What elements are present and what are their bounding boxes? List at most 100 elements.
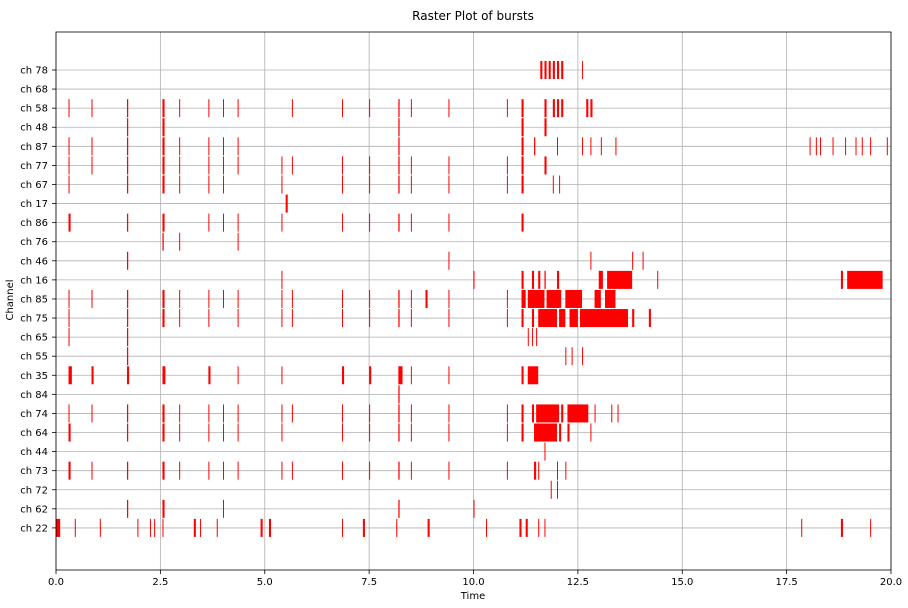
spike-event <box>281 404 283 423</box>
spike-event <box>552 99 555 118</box>
spike-event <box>341 423 343 442</box>
spike-event <box>473 499 475 518</box>
spike-event <box>341 309 343 328</box>
y-tick-label: ch 62 <box>20 504 48 515</box>
spike-event <box>557 99 560 118</box>
x-tick-label: 17.5 <box>775 577 797 588</box>
spike-event <box>208 461 210 480</box>
spike-event <box>68 309 70 328</box>
spike-event <box>179 156 181 175</box>
spike-event <box>840 518 843 537</box>
spike-event <box>56 518 61 537</box>
spike-event <box>527 328 529 347</box>
spike-events <box>56 61 888 537</box>
spike-event <box>473 270 475 289</box>
spike-event <box>527 366 539 385</box>
spike-event <box>398 137 400 156</box>
spike-event <box>398 423 400 442</box>
y-tick-label: ch 17 <box>20 199 48 210</box>
spike-event <box>126 423 129 442</box>
spike-event <box>162 309 165 328</box>
spike-event <box>237 232 239 251</box>
spike-event <box>534 423 557 442</box>
spike-event <box>448 213 450 232</box>
y-tick-label: ch 72 <box>20 485 48 496</box>
spike-event <box>68 461 71 480</box>
spike-event <box>521 423 524 442</box>
spike-event <box>68 213 71 232</box>
spike-event <box>268 518 272 537</box>
spike-event <box>571 347 573 366</box>
spike-event <box>448 289 450 308</box>
spike-event <box>285 194 288 213</box>
spike-event <box>582 61 584 79</box>
spike-event <box>126 309 129 328</box>
spike-event <box>126 289 129 308</box>
spike-event <box>615 137 617 156</box>
spike-event <box>223 289 224 308</box>
spike-event <box>281 289 283 308</box>
spike-event <box>521 156 524 175</box>
spike-event <box>223 99 224 118</box>
spike-event <box>162 404 165 423</box>
spike-event <box>68 328 70 347</box>
spike-event <box>398 213 400 232</box>
spike-event <box>544 442 546 461</box>
spike-event <box>281 156 283 175</box>
spike-event <box>410 366 412 385</box>
spike-event <box>126 499 129 518</box>
spike-event <box>162 156 165 175</box>
spike-event <box>162 232 164 251</box>
spike-event <box>582 137 584 156</box>
spike-event <box>237 366 239 385</box>
spike-event <box>886 137 888 156</box>
x-tick-label: 0.0 <box>48 577 64 588</box>
spike-event <box>369 309 371 328</box>
x-tick-label: 15.0 <box>671 577 693 588</box>
y-tick-label: ch 77 <box>20 161 48 172</box>
x-tick-label: 5.0 <box>257 577 273 588</box>
x-tick-label: 20.0 <box>880 577 902 588</box>
spike-event <box>648 309 651 328</box>
spike-event <box>68 404 70 423</box>
spike-event <box>550 480 552 499</box>
spike-event <box>216 518 218 537</box>
spike-event <box>68 175 70 194</box>
y-tick-label: ch 16 <box>20 275 48 286</box>
spike-event <box>223 404 224 423</box>
spike-event <box>506 461 508 480</box>
spike-event <box>126 213 129 232</box>
y-tick-label: ch 22 <box>20 523 48 534</box>
spike-event <box>126 137 129 156</box>
spike-event <box>223 423 224 442</box>
spike-event <box>521 137 524 156</box>
grid-lines <box>55 32 892 570</box>
spike-event <box>162 499 165 518</box>
spike-event <box>557 61 560 79</box>
spike-event <box>544 156 547 175</box>
spike-event <box>448 175 450 194</box>
spike-event <box>552 175 554 194</box>
y-tick-label: ch 85 <box>20 294 48 305</box>
spike-event <box>398 289 400 308</box>
spike-event <box>590 251 592 270</box>
spike-event <box>179 232 181 251</box>
spike-event <box>341 404 343 423</box>
y-tick-label: ch 86 <box>20 218 48 229</box>
spike-event <box>281 175 283 194</box>
spike-event <box>855 137 857 156</box>
spike-event <box>567 423 570 442</box>
spike-event <box>91 137 93 156</box>
spike-event <box>369 213 371 232</box>
spike-event <box>557 461 558 480</box>
spike-event <box>291 461 293 480</box>
spike-event <box>362 518 365 537</box>
spike-event <box>544 118 547 137</box>
spike-event <box>91 366 94 385</box>
spike-event <box>410 423 412 442</box>
y-tick-label: ch 73 <box>20 466 48 477</box>
spike-event <box>552 61 555 79</box>
spike-event <box>68 156 70 175</box>
spike-event <box>237 99 239 118</box>
spike-event <box>565 347 567 366</box>
